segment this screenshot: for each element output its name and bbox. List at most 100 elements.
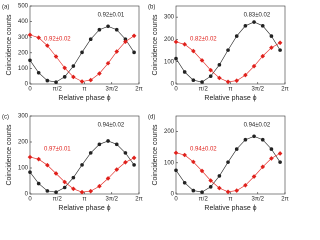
x-tick-label: π/2 (53, 87, 63, 93)
data-point (217, 185, 222, 191)
data-point (174, 56, 178, 61)
data-point (173, 39, 179, 45)
x-axis-label: Relative phase ϕ (204, 95, 256, 102)
data-point (105, 176, 111, 181)
data-point (278, 160, 282, 164)
data-point (123, 37, 128, 42)
x-axis-label: Relative phase ϕ (58, 95, 110, 102)
data-point (45, 43, 50, 48)
data-point (106, 24, 110, 29)
data-point (182, 70, 187, 74)
y-tick-label: 200 (164, 129, 175, 135)
data-point (36, 70, 41, 75)
x-tick-label: π/2 (199, 87, 209, 93)
data-point (62, 179, 67, 185)
y-tick-label: 300 (164, 15, 175, 21)
data-point (88, 77, 94, 83)
data-point (226, 48, 230, 52)
data-point (199, 168, 205, 174)
data-point (243, 72, 248, 78)
data-point (252, 20, 256, 24)
data-point (269, 147, 274, 151)
data-point (53, 171, 59, 176)
data-point (199, 58, 205, 63)
annotation: 0.92±0.02 (44, 36, 71, 42)
data-point (80, 163, 84, 167)
data-point (71, 74, 76, 80)
series-line (175, 21, 281, 83)
data-point (53, 54, 59, 59)
data-point (27, 32, 33, 38)
x-tick-label: 2π (135, 87, 142, 93)
data-point (269, 34, 274, 38)
data-point (243, 24, 248, 28)
data-point (71, 175, 76, 180)
annotation: 0.94±0.02 (190, 146, 217, 152)
data-point (260, 137, 265, 142)
y-tick-label: 200 (18, 50, 29, 56)
data-point (79, 189, 85, 195)
x-tick-label: π (228, 197, 232, 203)
x-axis-label: Relative phase ϕ (58, 205, 110, 212)
data-point (278, 48, 282, 52)
x-tick-label: 3π/2 (252, 87, 265, 93)
data-point (28, 58, 32, 63)
series-line (175, 152, 281, 193)
data-point (200, 80, 204, 84)
data-point (191, 159, 196, 165)
y-tick-label: 200 (164, 37, 175, 43)
panel-label: (d) (148, 115, 155, 121)
data-point (123, 39, 128, 45)
data-point (54, 190, 58, 194)
data-point (97, 71, 102, 76)
annotation: 0.97±0.01 (44, 146, 71, 152)
data-point (277, 40, 283, 46)
data-point (217, 174, 222, 178)
data-point (106, 139, 110, 143)
data-point (234, 34, 239, 38)
x-tick-label: 2π (281, 197, 288, 203)
data-point (208, 74, 213, 78)
data-point (80, 50, 84, 55)
data-point (252, 134, 256, 139)
x-tick-label: 0 (28, 197, 32, 203)
data-point (105, 60, 111, 66)
data-point (132, 50, 136, 55)
y-tick-label: 0 (171, 192, 175, 198)
data-point (123, 159, 128, 165)
data-point (217, 63, 222, 67)
data-point (208, 67, 213, 73)
data-point (225, 189, 231, 195)
data-point (45, 162, 50, 168)
data-point (269, 156, 274, 161)
series-line (175, 41, 281, 83)
data-point (243, 182, 248, 188)
panel-label: (c) (2, 115, 9, 121)
annotation: 0.82±0.02 (190, 36, 217, 42)
data-point (36, 35, 41, 40)
data-point (88, 37, 93, 42)
y-axis-label: Coincidence counts (152, 14, 159, 76)
y-tick-label: 100 (164, 59, 175, 65)
data-point (234, 188, 240, 193)
data-point (277, 151, 283, 156)
data-point (182, 42, 187, 47)
x-tick-label: 2π (135, 197, 142, 203)
data-point (251, 63, 257, 69)
data-point (182, 152, 187, 158)
data-point (131, 33, 137, 39)
data-point (234, 78, 240, 83)
y-tick-label: 0 (171, 82, 175, 88)
x-tick-label: 0 (174, 197, 178, 203)
data-point (114, 142, 119, 147)
data-point (260, 24, 265, 28)
data-point (174, 168, 178, 173)
x-tick-label: 2π (281, 87, 288, 93)
y-tick-label: 300 (18, 114, 29, 120)
x-tick-label: 3π/2 (106, 197, 119, 203)
data-point (243, 137, 248, 142)
x-tick-label: π/2 (53, 197, 63, 203)
x-tick-label: π (82, 197, 86, 203)
data-point (251, 174, 257, 179)
y-tick-label: 100 (164, 160, 175, 166)
